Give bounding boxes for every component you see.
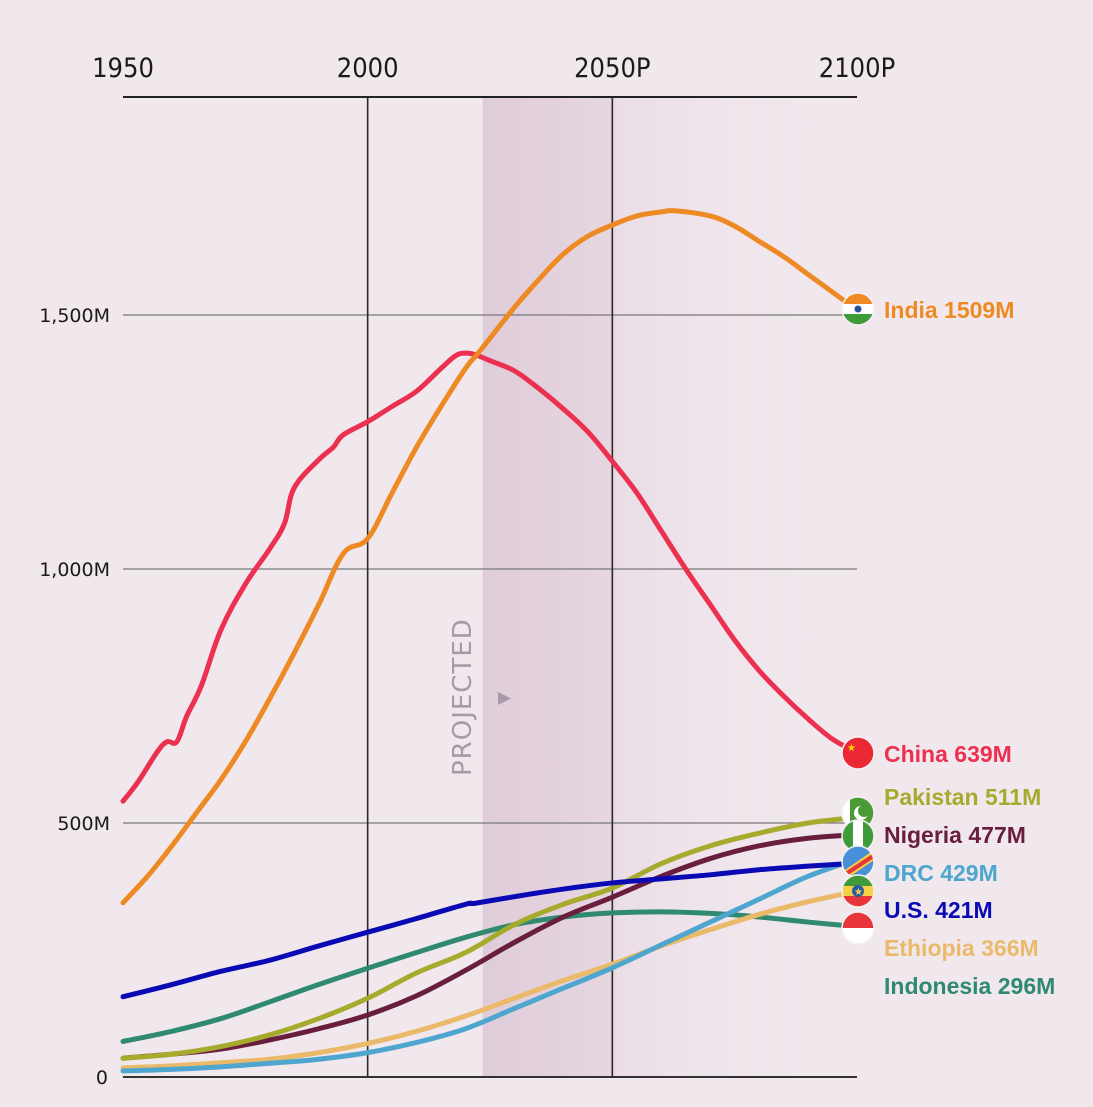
china-flag-body: ★ xyxy=(842,737,874,769)
y-tick-label: 1,000M xyxy=(39,559,110,581)
series-label-drc: DRC 429M xyxy=(884,860,998,886)
flag-stripe xyxy=(842,314,874,325)
drc-flag xyxy=(841,845,875,879)
flag-stripe xyxy=(842,896,874,907)
y-tick-label: 1,500M xyxy=(39,305,110,327)
x-tick-label: 2050P xyxy=(574,53,650,84)
projected-arrow-icon xyxy=(498,692,511,705)
series-line-us xyxy=(120,860,860,1000)
series-line-pakistan xyxy=(120,814,860,1061)
flag-stripe xyxy=(842,875,874,886)
flag-stripe xyxy=(842,928,874,944)
indonesia-flag-body xyxy=(842,912,874,944)
india-flag xyxy=(841,292,875,326)
ethiopia-flag: ★ xyxy=(841,874,875,908)
series-line-ethiopia xyxy=(120,888,860,1071)
x-axis-ticks: 1950 2000 2050P 2100P xyxy=(92,53,895,84)
x-tick-label: 2100P xyxy=(819,53,895,84)
series-line-indonesia xyxy=(120,909,860,1044)
flag-border xyxy=(841,911,875,945)
flag-stripe xyxy=(842,853,874,878)
series-label-india: India 1509M xyxy=(884,297,1014,323)
flags-layer: ★★ xyxy=(841,292,875,945)
series-label-china: China 639M xyxy=(884,741,1012,767)
y-tick-label: 0 xyxy=(96,1067,108,1089)
y-tick-label: 500M xyxy=(57,813,110,835)
flag-border xyxy=(841,736,875,770)
star-icon: ★ xyxy=(854,887,863,898)
flag-stripe xyxy=(853,820,863,852)
series-line-china xyxy=(120,350,860,804)
series-line-nigeria xyxy=(120,832,860,1061)
flag-border xyxy=(841,874,875,908)
india-flag-body xyxy=(842,293,874,325)
projected-label: PROJECTED xyxy=(448,618,478,776)
series-label-us: U.S. 421M xyxy=(884,897,993,923)
nigeria-flag-body xyxy=(842,820,874,852)
chakra-icon xyxy=(854,305,862,313)
flag-stripe xyxy=(842,820,853,852)
series-line-india xyxy=(120,208,860,906)
series-label-pakistan: Pakistan 511M xyxy=(884,784,1041,810)
series-label-nigeria: Nigeria 477M xyxy=(884,822,1026,848)
flag-stripe xyxy=(842,912,874,928)
drc-flag-body xyxy=(842,846,874,878)
series-layer xyxy=(120,208,860,1074)
flag-border xyxy=(841,292,875,326)
series-line-drc xyxy=(120,856,860,1074)
x-tick-label: 1950 xyxy=(92,53,154,84)
projected-annotation: PROJECTED xyxy=(448,618,511,776)
series-label-ethiopia: Ethiopia 366M xyxy=(884,935,1039,961)
flag-stripe xyxy=(842,797,850,829)
x-tick-label: 2000 xyxy=(337,53,399,84)
flag-stripe xyxy=(842,293,874,304)
china-flag: ★ xyxy=(841,736,875,770)
y-axis-ticks: 0 500M 1,000M 1,500M xyxy=(39,305,110,1089)
flag-stripe xyxy=(842,737,874,769)
crescent-cut xyxy=(858,805,870,817)
emblem-icon xyxy=(852,885,864,897)
flag-stripe xyxy=(863,820,874,852)
ethiopia-flag-body: ★ xyxy=(842,875,874,907)
series-label-indonesia: Indonesia 296M xyxy=(884,973,1055,999)
star-icon: ★ xyxy=(847,743,856,754)
series-labels: India 1509M China 639M Pakistan 511M Nigeri… xyxy=(884,297,1055,999)
indonesia-flag xyxy=(841,911,875,945)
